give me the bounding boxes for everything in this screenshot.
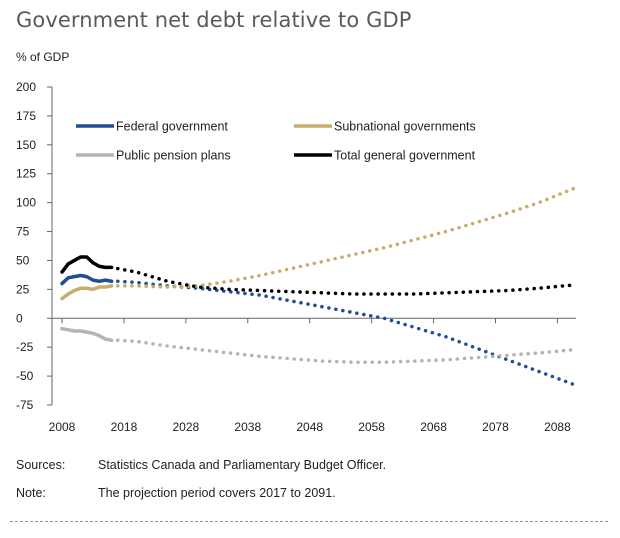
- y-tick-label: -75: [16, 398, 34, 412]
- y-axis-unit-label: % of GDP: [16, 50, 70, 64]
- y-tick-label: 50: [16, 253, 30, 267]
- series-projection-line: [115, 338, 578, 364]
- sources-line: Sources: Statistics Canada and Parliament…: [16, 458, 386, 472]
- bottom-divider: [10, 521, 608, 522]
- series-projection-line: [115, 266, 578, 296]
- x-tick-label: 2088: [544, 420, 571, 434]
- y-tick-label: 150: [16, 138, 36, 152]
- series-historical-line: [60, 273, 114, 286]
- legend-label: Subnational governments: [334, 120, 476, 134]
- y-tick-label: 25: [16, 282, 30, 296]
- series-historical-line: [60, 284, 114, 301]
- sources-text: Statistics Canada and Parliamentary Budg…: [98, 458, 387, 472]
- y-tick-label: 75: [16, 225, 30, 239]
- y-tick-label: 175: [16, 109, 36, 123]
- y-tick-label: 200: [16, 80, 36, 94]
- legend-label: Federal government: [116, 120, 228, 134]
- chart-canvas: 200 175 150 125 100 75 50 25 0 -25 -50 -75 2008 2018 2…: [16, 80, 578, 434]
- series-historical-line: [60, 326, 114, 342]
- y-tick-label: 100: [16, 196, 36, 210]
- x-tick-label: 2028: [173, 420, 200, 434]
- y-tick-label: 0: [16, 311, 23, 325]
- note-label: Note:: [16, 486, 46, 500]
- y-tick-label: -25: [16, 340, 34, 354]
- y-tick-label: -50: [16, 369, 34, 383]
- x-tick-label: 2068: [420, 420, 447, 434]
- series-projection-line: [115, 185, 578, 289]
- x-tick-label: 2078: [482, 420, 509, 434]
- chart-title: Government net debt relative to GDP: [16, 8, 412, 32]
- x-tick-label: 2048: [296, 420, 323, 434]
- series-historical-line: [60, 255, 114, 274]
- x-tick-label: 2008: [49, 420, 76, 434]
- note-line: Note: The projection period covers 2017 t…: [16, 486, 336, 500]
- x-tick-label: 2038: [234, 420, 261, 434]
- legend-label: Total general government: [334, 149, 476, 163]
- note-text: The projection period covers 2017 to 209…: [98, 486, 336, 500]
- series-projection-line: [115, 279, 578, 388]
- y-tick-label: 125: [16, 167, 36, 181]
- x-tick-label: 2058: [358, 420, 385, 434]
- sources-label: Sources:: [16, 458, 66, 472]
- x-tick-label: 2018: [111, 420, 138, 434]
- legend-label: Public pension plans: [116, 149, 231, 163]
